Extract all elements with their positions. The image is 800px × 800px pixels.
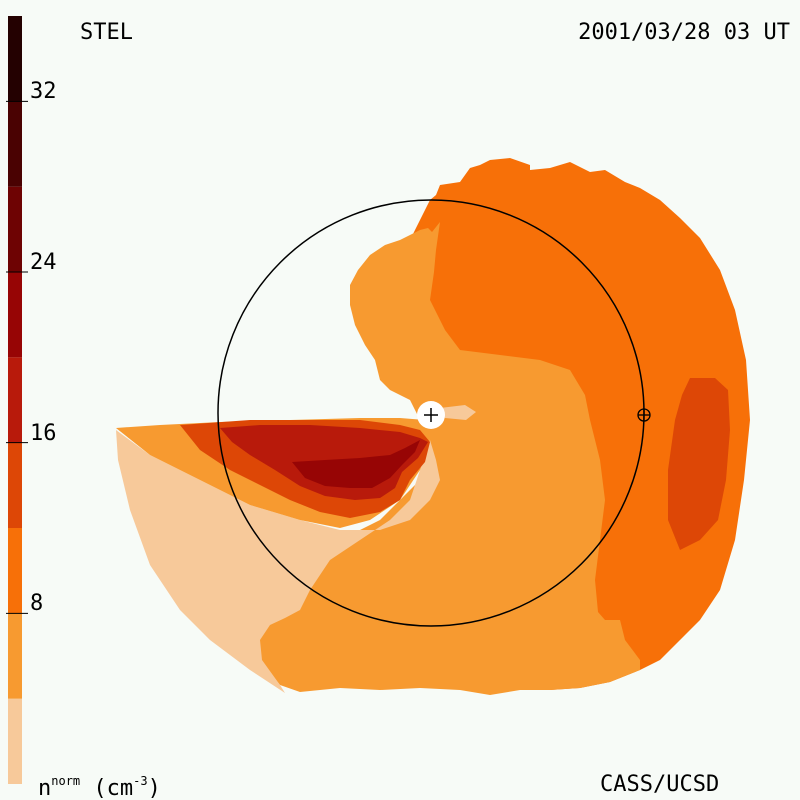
colorbar-bin-0 [8,698,22,784]
region-level-4-8 [250,222,640,695]
colorbar-bin-8 [8,16,22,102]
unit-suffix: (cm [80,776,134,800]
colorbar-bin-4 [8,357,22,443]
source-label: STEL [80,20,133,45]
datetime-label: 2001/03/28 03 UT [578,20,790,45]
colorbar-bin-6 [8,186,22,272]
colorbar-bin-3 [8,442,22,528]
region-near-sun [440,405,476,420]
region-level-12-16-east [668,378,730,550]
sun-marker [417,401,445,429]
credit-label: CASS/UCSD [600,772,720,797]
colorbar-bin-7 [8,101,22,187]
colorbar-tick-label-8: 8 [30,591,44,617]
density-field [116,158,750,695]
colorbar-tick-label-32: 32 [30,79,57,105]
colorbar-bin-2 [8,528,22,614]
colorbar [8,16,22,784]
colorbar-bin-5 [8,272,22,358]
region-level-20-24 [292,440,420,488]
unit-base: n [38,776,52,800]
colorbar-bin-1 [8,613,22,699]
earth-marker [637,408,651,422]
unit-label: nnorm (cm-3) [38,770,161,800]
unit-exponent: -3 [133,774,148,788]
unit-close: ) [147,776,161,800]
colorbar-ticks [6,100,28,614]
colorbar-tick-label-24: 24 [30,250,57,275]
unit-superscript: norm [51,774,81,788]
colorbar-tick-label-16: 16 [30,420,57,446]
